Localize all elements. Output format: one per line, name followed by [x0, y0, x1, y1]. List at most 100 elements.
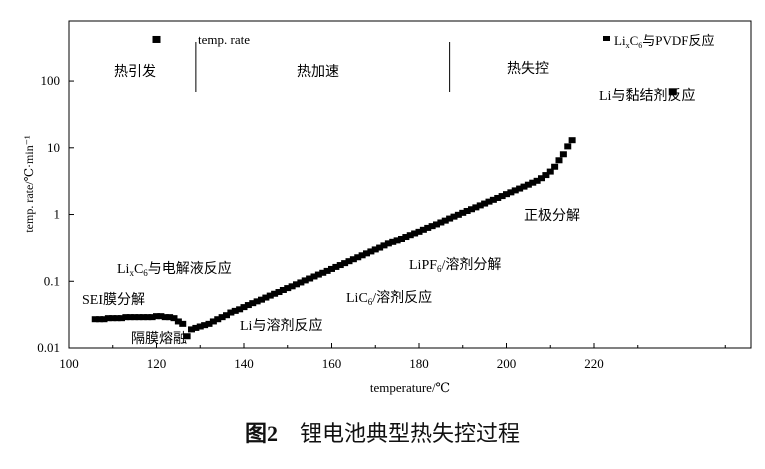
- figure-caption: 图2 锂电池典型热失控过程: [0, 416, 765, 448]
- data-point: [323, 267, 331, 274]
- data-point: [555, 157, 563, 164]
- data-point: [258, 296, 265, 303]
- data-point: [485, 198, 493, 205]
- data-point: [266, 292, 274, 299]
- data-point: [157, 313, 165, 320]
- data-point: [551, 163, 559, 170]
- data-point: [463, 207, 471, 214]
- data-point: [349, 256, 357, 263]
- y-axis-label: temp. rate/℃·min⁻¹: [22, 135, 36, 233]
- data-point: [192, 324, 200, 331]
- data-point: [367, 248, 375, 255]
- x-axis-label: temperature/℃: [370, 380, 450, 395]
- data-point: [402, 234, 410, 241]
- data-point: [201, 322, 209, 329]
- data-point: [218, 314, 226, 321]
- data-point: [511, 187, 519, 194]
- y-tick-label: 0.01: [37, 340, 60, 355]
- legend-marker-lixc6-pvdf: [603, 36, 610, 41]
- data-point: [454, 211, 462, 218]
- x-tick-label: 200: [497, 356, 517, 371]
- data-point: [166, 314, 174, 321]
- data-point: [236, 306, 244, 313]
- data-point: [441, 217, 449, 224]
- data-point: [205, 320, 213, 327]
- data-point: [559, 151, 567, 158]
- data-point: [96, 316, 104, 323]
- data-point: [533, 177, 541, 184]
- data-point: [170, 315, 178, 322]
- y-tick-label: 1: [54, 207, 61, 222]
- data-point: [406, 232, 414, 239]
- data-point: [446, 215, 454, 222]
- data-point: [389, 238, 397, 245]
- data-point: [542, 172, 550, 179]
- y-tick-label: 0.1: [44, 273, 60, 288]
- data-point: [293, 281, 300, 288]
- data-point: [284, 285, 292, 292]
- data-point: [126, 314, 134, 321]
- data-point: [332, 263, 340, 270]
- data-point: [319, 269, 327, 276]
- data-point: [520, 183, 528, 190]
- data-point: [472, 204, 480, 211]
- data-point: [153, 313, 160, 320]
- data-point: [310, 273, 318, 280]
- data-point: [144, 314, 152, 321]
- data-point: [113, 315, 121, 322]
- data-point: [538, 175, 545, 182]
- stage-label-initiation: 热引发: [114, 64, 156, 80]
- data-point: [91, 316, 99, 323]
- data-point: [227, 309, 235, 316]
- data-point: [174, 318, 182, 325]
- data-point: [275, 289, 283, 296]
- data-point: [188, 326, 195, 333]
- data-point: [546, 168, 554, 175]
- data-point: [481, 200, 489, 207]
- data-points: [91, 137, 576, 340]
- data-point: [131, 314, 139, 321]
- data-point: [306, 275, 314, 282]
- stage-dividers: [195, 42, 451, 92]
- data-point: [516, 185, 524, 192]
- data-point: [301, 277, 309, 284]
- data-point: [122, 314, 130, 321]
- data-point: [468, 206, 475, 213]
- annotation-point: [152, 35, 161, 43]
- data-point: [249, 300, 257, 307]
- x-tick-label: 100: [59, 356, 79, 371]
- data-point: [148, 314, 156, 321]
- data-point: [476, 202, 484, 209]
- data-point: [380, 242, 388, 249]
- data-point: [341, 260, 349, 267]
- data-point: [371, 246, 379, 253]
- x-tick-label: 180: [409, 356, 429, 371]
- annotation-li-binder: Li与黏结剂反应: [599, 87, 695, 104]
- data-point: [209, 318, 217, 325]
- annotation-sei-decomposition: SEI膜分解: [82, 292, 145, 308]
- data-point: [328, 265, 335, 272]
- data-point: [161, 314, 169, 321]
- data-point: [271, 290, 279, 297]
- data-point: [376, 244, 384, 251]
- data-point: [433, 221, 440, 228]
- plot-frame: [68, 20, 752, 349]
- data-point: [494, 194, 502, 201]
- data-point: [104, 315, 112, 322]
- data-point: [398, 235, 405, 242]
- data-point: [262, 294, 270, 301]
- data-point: [244, 302, 252, 309]
- data-point: [279, 286, 287, 293]
- data-point: [564, 143, 572, 150]
- y-tick-label: 10: [47, 140, 60, 155]
- figure-caption-text: 锂电池典型热失控过程: [300, 422, 521, 447]
- x-tick-label: 220: [584, 356, 604, 371]
- stage-label-acceleration: 热加速: [297, 64, 339, 80]
- data-point: [240, 304, 248, 311]
- annotation-separator-melting: 隔膜熔融: [131, 331, 187, 347]
- data-point: [529, 179, 537, 186]
- legend-label: temp. rate: [198, 32, 250, 47]
- x-tick-label: 140: [234, 356, 254, 371]
- data-point: [503, 191, 510, 198]
- data-point: [524, 181, 532, 188]
